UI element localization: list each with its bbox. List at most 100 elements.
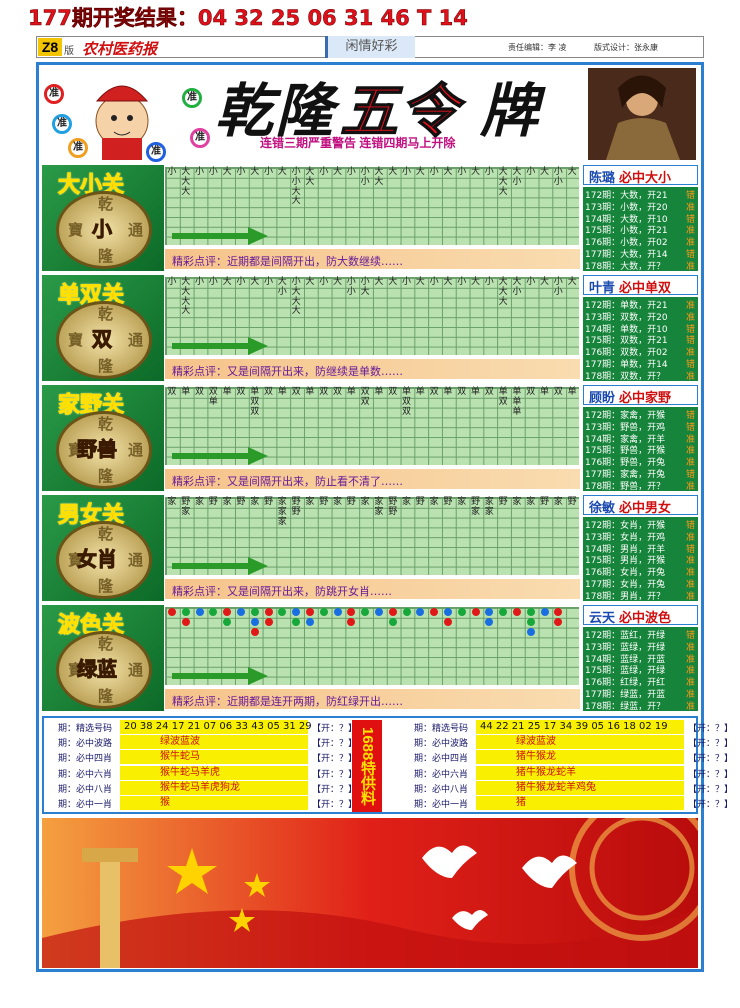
sidebar-row: 173期：野兽，开鸡: [585, 422, 666, 433]
verdict: 准: [686, 678, 696, 689]
color-dot: [333, 608, 342, 616]
grid-mark: 家: [181, 506, 191, 517]
color-dot: [347, 608, 356, 616]
color-dot: [526, 617, 535, 626]
sidebar-body: [583, 407, 698, 491]
sidebar-title: 必中单双: [619, 280, 672, 295]
pick-value: 猪牛猴龙蛇羊: [476, 765, 684, 780]
badge: 准: [68, 138, 88, 158]
pick-result: 【开：？】: [688, 739, 734, 750]
grid-bg: [165, 497, 579, 576]
pick-label: 期：必中六肖: [58, 769, 113, 780]
grid-mark: 大: [470, 167, 480, 177]
color-dot: [181, 617, 190, 626]
color-dot: [292, 608, 301, 616]
badge: 准: [146, 142, 166, 162]
grid-mark: 单: [512, 396, 522, 407]
color-dot: [223, 608, 232, 616]
verdict: 错: [686, 631, 696, 641]
grid-mark: 大: [374, 167, 384, 177]
grid-mark: 大: [181, 296, 191, 307]
grid-mark: 家: [167, 497, 177, 507]
color-dot: [264, 608, 273, 616]
sidebar-name: 徐敏: [589, 500, 616, 515]
pick-label: 期：必中四肖: [58, 754, 113, 765]
arrow: [172, 557, 268, 575]
grid-mark: 小: [263, 277, 273, 287]
grid-mark: 野: [415, 497, 425, 507]
grid-mark: 双: [429, 387, 439, 397]
coin-char: 寶: [68, 331, 84, 349]
badge: 准: [190, 128, 210, 148]
pick-result: 【开：？】: [312, 800, 358, 810]
grid-mark: 双: [484, 387, 494, 397]
color-dot: [237, 608, 245, 616]
grid-mark: 小: [401, 167, 411, 177]
sidebar-row: 178期：野兽，开？: [585, 481, 666, 492]
pick-result: 【开：？】: [312, 739, 358, 750]
grid-mark: 大: [498, 186, 508, 197]
pick-result: 【开：？】: [688, 769, 734, 780]
grid-mark: 双: [250, 396, 260, 407]
pick-result: 【开：？】: [312, 784, 358, 795]
grid-mark: 单: [443, 387, 453, 397]
grid-mark: 单: [401, 387, 411, 397]
grid-mark: 家: [194, 497, 204, 507]
verdict: 准: [686, 458, 696, 469]
grid-mark: 小: [429, 167, 439, 177]
color-dot: [402, 608, 411, 616]
grid-mark: 小: [360, 167, 370, 177]
pick-value: 猪: [476, 796, 684, 810]
grid-mark: 小: [457, 277, 467, 287]
verdict: 准: [686, 202, 696, 213]
coin-char: 通: [128, 551, 144, 569]
draw-result: 177期开奖结果：04 32 25 06 31 46 T 14: [28, 6, 468, 31]
color-dot: [457, 608, 466, 616]
grid-bg: [165, 277, 579, 356]
sidebar-title: 必中家野: [619, 390, 672, 405]
grid-mark: 大: [277, 167, 287, 177]
verdict: 准: [686, 261, 696, 272]
badge: 准: [52, 114, 72, 134]
banner-warning: 连错三期严重警告 连错四期马上开除: [260, 136, 456, 150]
grid-mark: 单: [415, 387, 425, 397]
warrior-portrait: [588, 68, 696, 160]
pick-value: 猪牛猴龙: [476, 750, 684, 765]
grid-mark: 野: [470, 497, 480, 507]
grid-mark: 单: [512, 387, 522, 397]
coin-text: 小: [92, 219, 113, 242]
paper-name: 农村医药报: [82, 40, 158, 58]
verdict: 准: [686, 690, 696, 700]
sidebar-row: 172期：大数，开21: [585, 191, 668, 201]
pick-label: 期：必中一肖: [414, 800, 469, 810]
coin-char: 乾: [98, 525, 114, 543]
comment: 精彩点评：又是间隔开出来，防继续是单数……: [172, 365, 403, 378]
grid-mark: 小: [429, 277, 439, 287]
coin-text: 绿蓝: [77, 659, 118, 682]
sidebar-row: 177期：大数，开14: [585, 250, 668, 260]
grid-mark: 大: [291, 306, 301, 317]
color-dot: [181, 608, 190, 616]
grid-mark: 家: [374, 506, 384, 517]
grid-mark: 大: [181, 286, 191, 297]
verdict: 错: [686, 544, 696, 555]
sidebar-row: 175期：男肖，开猴: [585, 556, 666, 567]
verdict: 准: [686, 446, 696, 457]
pick-result: 【开：？】: [688, 754, 734, 765]
verdict: 准: [686, 654, 696, 665]
pick-result: 【开：？】: [688, 800, 734, 810]
grid-mark: 小: [319, 277, 329, 287]
comment: 精彩点评：近期都是间隔开出，防大数继续……: [172, 255, 403, 268]
verdict: 准: [686, 301, 696, 311]
sidebar-row: 177期：单数，开14: [585, 360, 668, 370]
grid-mark: 小: [167, 277, 177, 287]
arrow: [172, 667, 268, 685]
grid-mark: 家: [222, 497, 232, 507]
grid-bg: [165, 387, 579, 466]
grid-mark: 小: [319, 167, 329, 177]
grid-mark: 大: [512, 277, 522, 287]
color-dot: [526, 627, 535, 636]
color-dot: [513, 608, 521, 616]
grid-mark: 小: [346, 277, 356, 287]
color-dot: [278, 608, 287, 616]
